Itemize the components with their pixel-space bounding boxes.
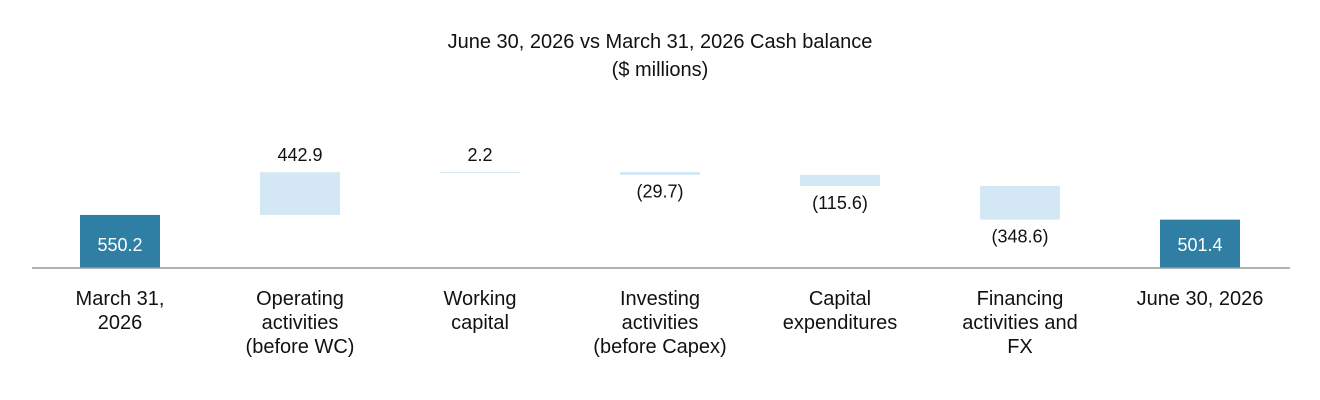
- category-label: Working capital: [443, 288, 517, 334]
- change-bar: [980, 186, 1060, 220]
- value-label: 2.2: [467, 145, 492, 165]
- category-label: March 31, 2026: [75, 288, 165, 334]
- category-label: Capital expenditures: [782, 288, 898, 334]
- change-bar: [620, 172, 700, 175]
- category-label: June 30, 2026: [1136, 288, 1264, 310]
- value-label: (29.7): [636, 182, 683, 202]
- total-bar: [1160, 219, 1240, 268]
- chart-title: June 30, 2026 vs March 31, 2026 Cash bal…: [447, 31, 873, 53]
- change-bar: [800, 174, 880, 187]
- category-label: Financing activities and FX: [962, 288, 1078, 358]
- value-label: 550.2: [97, 235, 142, 255]
- total-bar: [80, 214, 160, 268]
- category-label: Investing activities (before Capex): [593, 288, 727, 358]
- value-label: (348.6): [991, 226, 1048, 246]
- change-bar: [440, 172, 520, 173]
- value-label: (115.6): [812, 193, 868, 213]
- chart-subtitle: ($ millions): [611, 59, 709, 81]
- change-bar: [260, 172, 340, 215]
- value-label: 442.9: [277, 145, 322, 165]
- value-label: 501.4: [1177, 235, 1222, 255]
- category-label: Operating activities (before WC): [245, 288, 355, 358]
